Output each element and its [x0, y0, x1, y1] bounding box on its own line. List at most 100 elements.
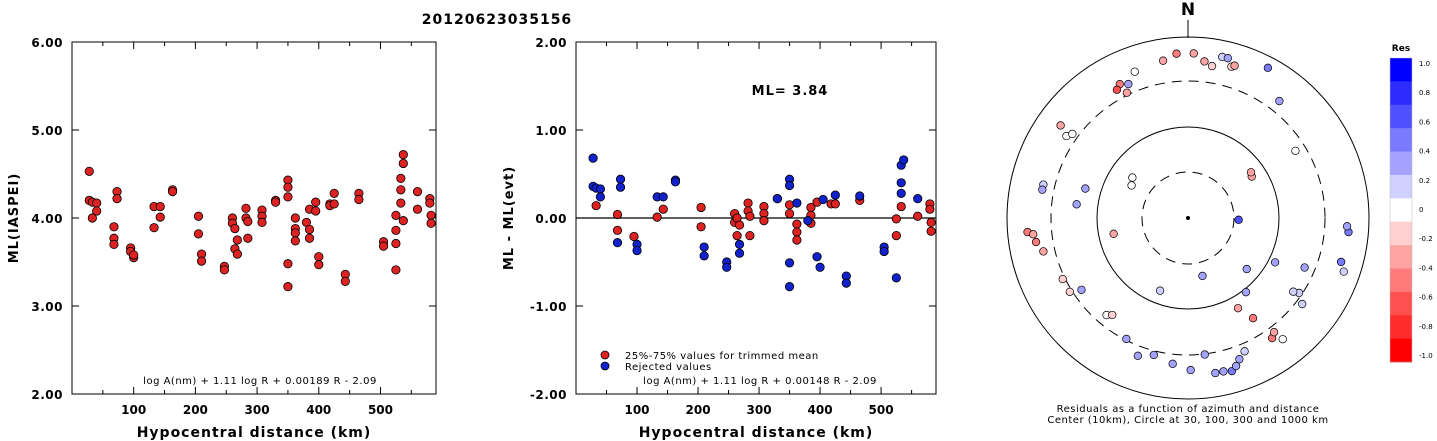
colorbar-cell — [1390, 81, 1412, 106]
station-marker — [1077, 285, 1086, 295]
data-point — [109, 239, 119, 249]
station-marker — [1223, 54, 1232, 63]
data-point — [304, 224, 315, 235]
data-point — [732, 231, 742, 241]
colorbar-cell — [1390, 198, 1412, 223]
data-point — [391, 238, 401, 249]
station-marker — [1108, 310, 1117, 320]
colorbar-cell — [1390, 151, 1412, 176]
data-point — [155, 212, 165, 222]
colorbar-cell — [1390, 174, 1412, 199]
data-point — [290, 228, 300, 238]
station-marker — [1230, 61, 1239, 70]
data-point — [792, 235, 802, 245]
colorbar-tick-label: 0.4 — [1419, 148, 1431, 156]
circle-30km — [1141, 171, 1235, 265]
plot1-ylabel: ML(IASPEI) — [7, 173, 22, 264]
station-marker — [1109, 229, 1118, 238]
station-marker — [1270, 258, 1280, 267]
data-point — [167, 187, 178, 197]
y-tick-label: 2.00 — [535, 36, 567, 50]
station-marker — [1133, 351, 1143, 360]
data-point — [243, 233, 253, 243]
data-point — [612, 209, 623, 220]
legend-marker-rejected — [600, 361, 610, 371]
data-point-rejected — [772, 194, 782, 204]
station-marker — [1122, 334, 1131, 344]
station-marker — [1263, 63, 1273, 72]
x-tick-label: 300 — [245, 403, 270, 417]
station-marker — [1122, 88, 1132, 97]
data-point — [329, 188, 339, 198]
x-tick-label: 400 — [306, 403, 331, 417]
circle-300km — [1050, 80, 1326, 356]
epicenter-marker — [1186, 216, 1190, 220]
data-point-rejected — [722, 262, 732, 272]
data-point-rejected — [734, 239, 745, 249]
station-marker — [1269, 328, 1279, 337]
data-point-rejected — [879, 246, 889, 257]
data-point — [129, 250, 139, 260]
data-point — [396, 198, 406, 208]
data-point — [283, 282, 293, 292]
data-point — [92, 206, 102, 216]
colorbar-tick-label: -0.6 — [1419, 294, 1433, 302]
colorbar-tick-label: -0.2 — [1419, 235, 1433, 243]
north-label: N — [1181, 0, 1195, 20]
data-point — [398, 216, 408, 226]
colorbar-cell — [1390, 128, 1412, 153]
ml-residual-plot: ML - ML(evt) Hypocentral distance (km) M… — [502, 36, 937, 441]
data-point — [340, 276, 350, 286]
data-point-rejected — [891, 273, 901, 283]
x-tick-label: 400 — [808, 403, 833, 417]
circle-100km — [1096, 126, 1280, 310]
data-point — [243, 216, 253, 227]
data-point — [193, 229, 204, 239]
colorbar-title: Res — [1392, 44, 1410, 54]
station-marker — [1130, 67, 1139, 76]
data-point-rejected — [913, 194, 923, 204]
data-point-rejected — [734, 248, 745, 258]
data-point — [926, 226, 936, 236]
station-marker — [1189, 49, 1198, 58]
colorbar-cell — [1390, 104, 1412, 129]
colorbar-cell — [1390, 338, 1412, 363]
y-tick-label: 4.00 — [31, 212, 63, 226]
data-point — [696, 202, 706, 213]
station-marker — [1168, 359, 1177, 368]
data-point — [232, 235, 242, 245]
data-point — [926, 217, 936, 227]
plot1-formula: log A(nm) + 1.11 log R + 0.00189 R - 2.0… — [143, 376, 377, 387]
station-marker — [1112, 85, 1122, 94]
station-marker — [1342, 222, 1352, 231]
colorbar-cell — [1390, 315, 1412, 340]
data-point — [591, 201, 601, 211]
data-point — [896, 201, 906, 212]
data-point-rejected — [612, 238, 623, 248]
data-point — [329, 199, 339, 209]
data-point — [257, 217, 267, 227]
data-point — [304, 233, 315, 243]
data-point — [830, 199, 840, 209]
data-point — [290, 236, 300, 246]
data-point — [891, 231, 901, 241]
station-marker — [1278, 335, 1287, 344]
station-marker — [1336, 257, 1346, 267]
station-marker — [1291, 146, 1300, 156]
y-tick-label: 2.00 — [31, 388, 63, 402]
colorbar-tick-label: 0 — [1419, 206, 1423, 214]
y-tick-label: 5.00 — [31, 124, 63, 138]
station-marker — [1219, 367, 1228, 376]
data-point — [149, 223, 159, 233]
data-point — [396, 185, 406, 195]
data-point — [155, 201, 165, 212]
y-tick-label: -1.00 — [530, 300, 567, 314]
colorbar-tick-label: -0.8 — [1419, 323, 1433, 331]
x-tick-label: 500 — [368, 403, 393, 417]
legend-marker-trimmed — [600, 350, 610, 360]
station-marker — [1039, 247, 1048, 256]
data-point — [112, 194, 122, 204]
station-marker — [1211, 368, 1220, 378]
station-marker — [1124, 79, 1133, 89]
data-point — [612, 225, 623, 235]
